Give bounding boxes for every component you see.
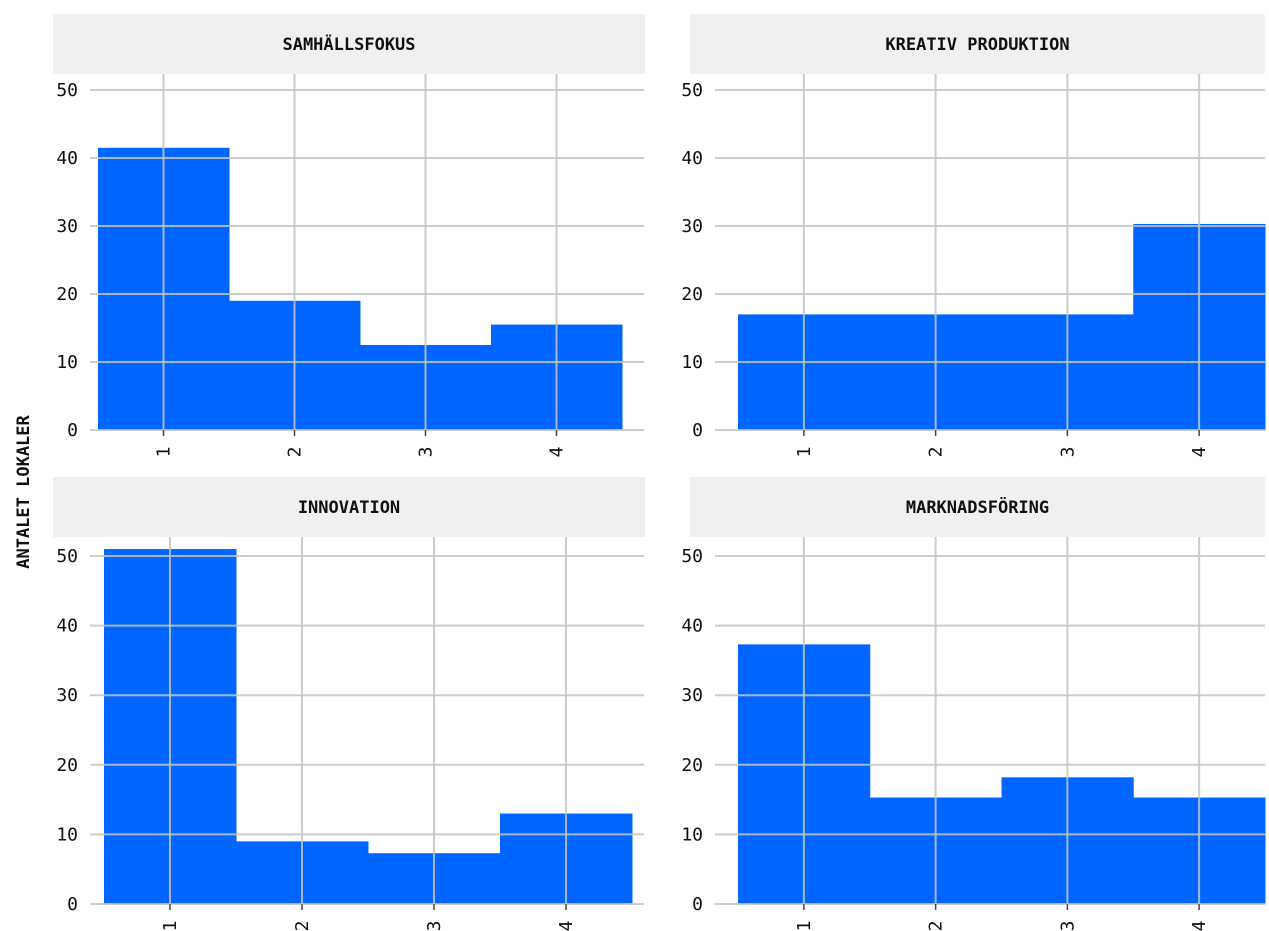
x-tick-label: 1 [154, 447, 175, 458]
y-tick-label: 20 [681, 284, 703, 305]
y-tick-label: 50 [681, 80, 703, 101]
panel-strip [690, 14, 1265, 74]
x-tick-label: 1 [794, 447, 815, 458]
x-tick-label: 2 [285, 447, 306, 458]
panel-title: INNOVATION [298, 498, 400, 518]
y-tick-label: 50 [681, 546, 703, 567]
y-tick-label: 20 [681, 755, 703, 776]
panel-4: MARKNADSFÖRING 0 10 20 30 40 50 1 2 3 4 [681, 477, 1266, 931]
x-tick-label: 4 [556, 921, 577, 931]
x-tick-label: 2 [926, 447, 947, 458]
y-tick-label: 0 [67, 894, 78, 915]
x-tick-label: 4 [547, 447, 568, 458]
panel-title: MARKNADSFÖRING [906, 496, 1049, 518]
x-tick-label: 3 [416, 447, 437, 458]
x-tick-label: 3 [1057, 921, 1078, 931]
y-tick-label: 0 [692, 420, 703, 441]
x-tick-label: 4 [1189, 447, 1210, 458]
panel-strip [53, 477, 645, 537]
y-tick-label: 30 [56, 216, 78, 237]
y-axis-label: ANTALET LOKALER [14, 414, 34, 568]
panel-strip [53, 14, 645, 74]
y-tick-label: 40 [681, 616, 703, 637]
panel-2: KREATIV PRODUKTION 0 10 20 30 40 50 1 2 3 4 [681, 14, 1266, 458]
y-tick-label: 20 [56, 284, 78, 305]
x-tick-label: 3 [424, 921, 445, 931]
y-tick-label: 10 [56, 824, 78, 845]
panel-title: SAMHÄLLSFOKUS [282, 33, 415, 55]
x-tick-label: 2 [926, 921, 947, 931]
x-tick-label: 3 [1057, 447, 1078, 458]
y-tick-label: 10 [681, 824, 703, 845]
y-tick-label: 40 [681, 148, 703, 169]
y-tick-label: 0 [67, 420, 78, 441]
x-tick-label: 1 [794, 921, 815, 931]
x-tick-label: 2 [292, 921, 313, 931]
y-tick-label: 50 [56, 546, 78, 567]
y-tick-label: 30 [681, 685, 703, 706]
y-tick-label: 30 [56, 685, 78, 706]
y-tick-label: 40 [56, 616, 78, 637]
y-tick-label: 40 [56, 148, 78, 169]
y-tick-label: 10 [681, 352, 703, 373]
panel-3: INNOVATION 0 10 20 30 40 50 1 2 3 4 [53, 477, 645, 931]
y-tick-label: 0 [692, 894, 703, 915]
x-tick-label: 4 [1189, 921, 1210, 931]
y-tick-label: 50 [56, 80, 78, 101]
panel-strip [690, 477, 1265, 537]
panel-1: SAMHÄLLSFOKUS 0 10 20 30 40 50 1 2 3 4 [53, 14, 645, 457]
x-tick-label: 1 [160, 921, 181, 931]
y-tick-label: 20 [56, 755, 78, 776]
y-tick-label: 30 [681, 216, 703, 237]
y-tick-label: 10 [56, 352, 78, 373]
panel-title: KREATIV PRODUKTION [885, 35, 1069, 55]
